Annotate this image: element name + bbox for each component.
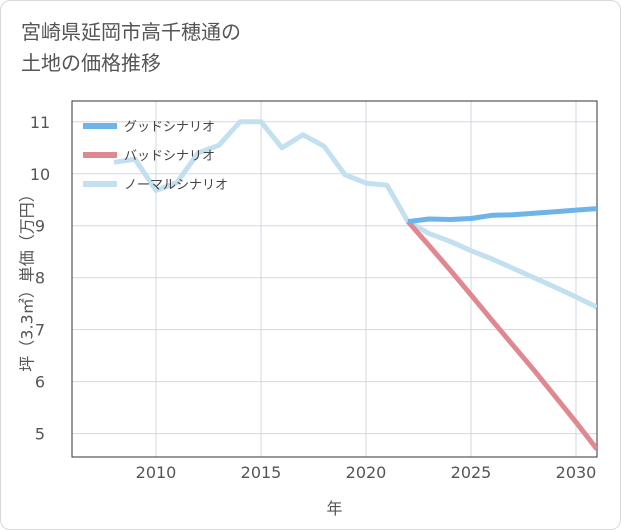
x-tick-label: 2015 bbox=[241, 463, 282, 482]
y-tick-label: 11 bbox=[30, 113, 50, 132]
grid bbox=[72, 101, 597, 457]
y-tick-label: 5 bbox=[35, 425, 45, 444]
series-lines bbox=[113, 119, 597, 451]
x-tick-label: 2010 bbox=[136, 463, 177, 482]
x-tick-label: 2025 bbox=[451, 463, 492, 482]
chart-title-line-1: 宮崎県延岡市高千穂通の bbox=[21, 20, 241, 44]
y-tick-label: 9 bbox=[35, 217, 45, 236]
series-line-3 bbox=[113, 119, 597, 310]
legend-label: バッドシナリオ bbox=[124, 149, 215, 164]
y-tick-label: 8 bbox=[35, 269, 45, 288]
series-line-1 bbox=[407, 206, 597, 225]
chart-title: 宮崎県延岡市高千穂通の 土地の価格推移 bbox=[21, 17, 241, 79]
y-tick-label: 7 bbox=[35, 321, 45, 340]
series-line-2 bbox=[406, 219, 597, 451]
legend-label: ノーマルシナリオ bbox=[124, 178, 228, 193]
legend-label: グッドシナリオ bbox=[124, 120, 215, 135]
y-tick-label: 10 bbox=[30, 165, 50, 184]
plot-frame bbox=[71, 100, 598, 458]
y-tick-label: 6 bbox=[35, 373, 45, 392]
x-tick-label: 2030 bbox=[556, 463, 597, 482]
chart-title-line-2: 土地の価格推移 bbox=[21, 51, 161, 75]
x-axis-label: 年 bbox=[326, 499, 342, 518]
tick-labels: 2010 2015 2020 2025 2030 5 6 7 8 9 10 11 bbox=[30, 113, 597, 482]
y-axis-label: 坪（3.3㎡）単価（万円） bbox=[18, 186, 37, 371]
x-tick-label: 2020 bbox=[346, 463, 387, 482]
